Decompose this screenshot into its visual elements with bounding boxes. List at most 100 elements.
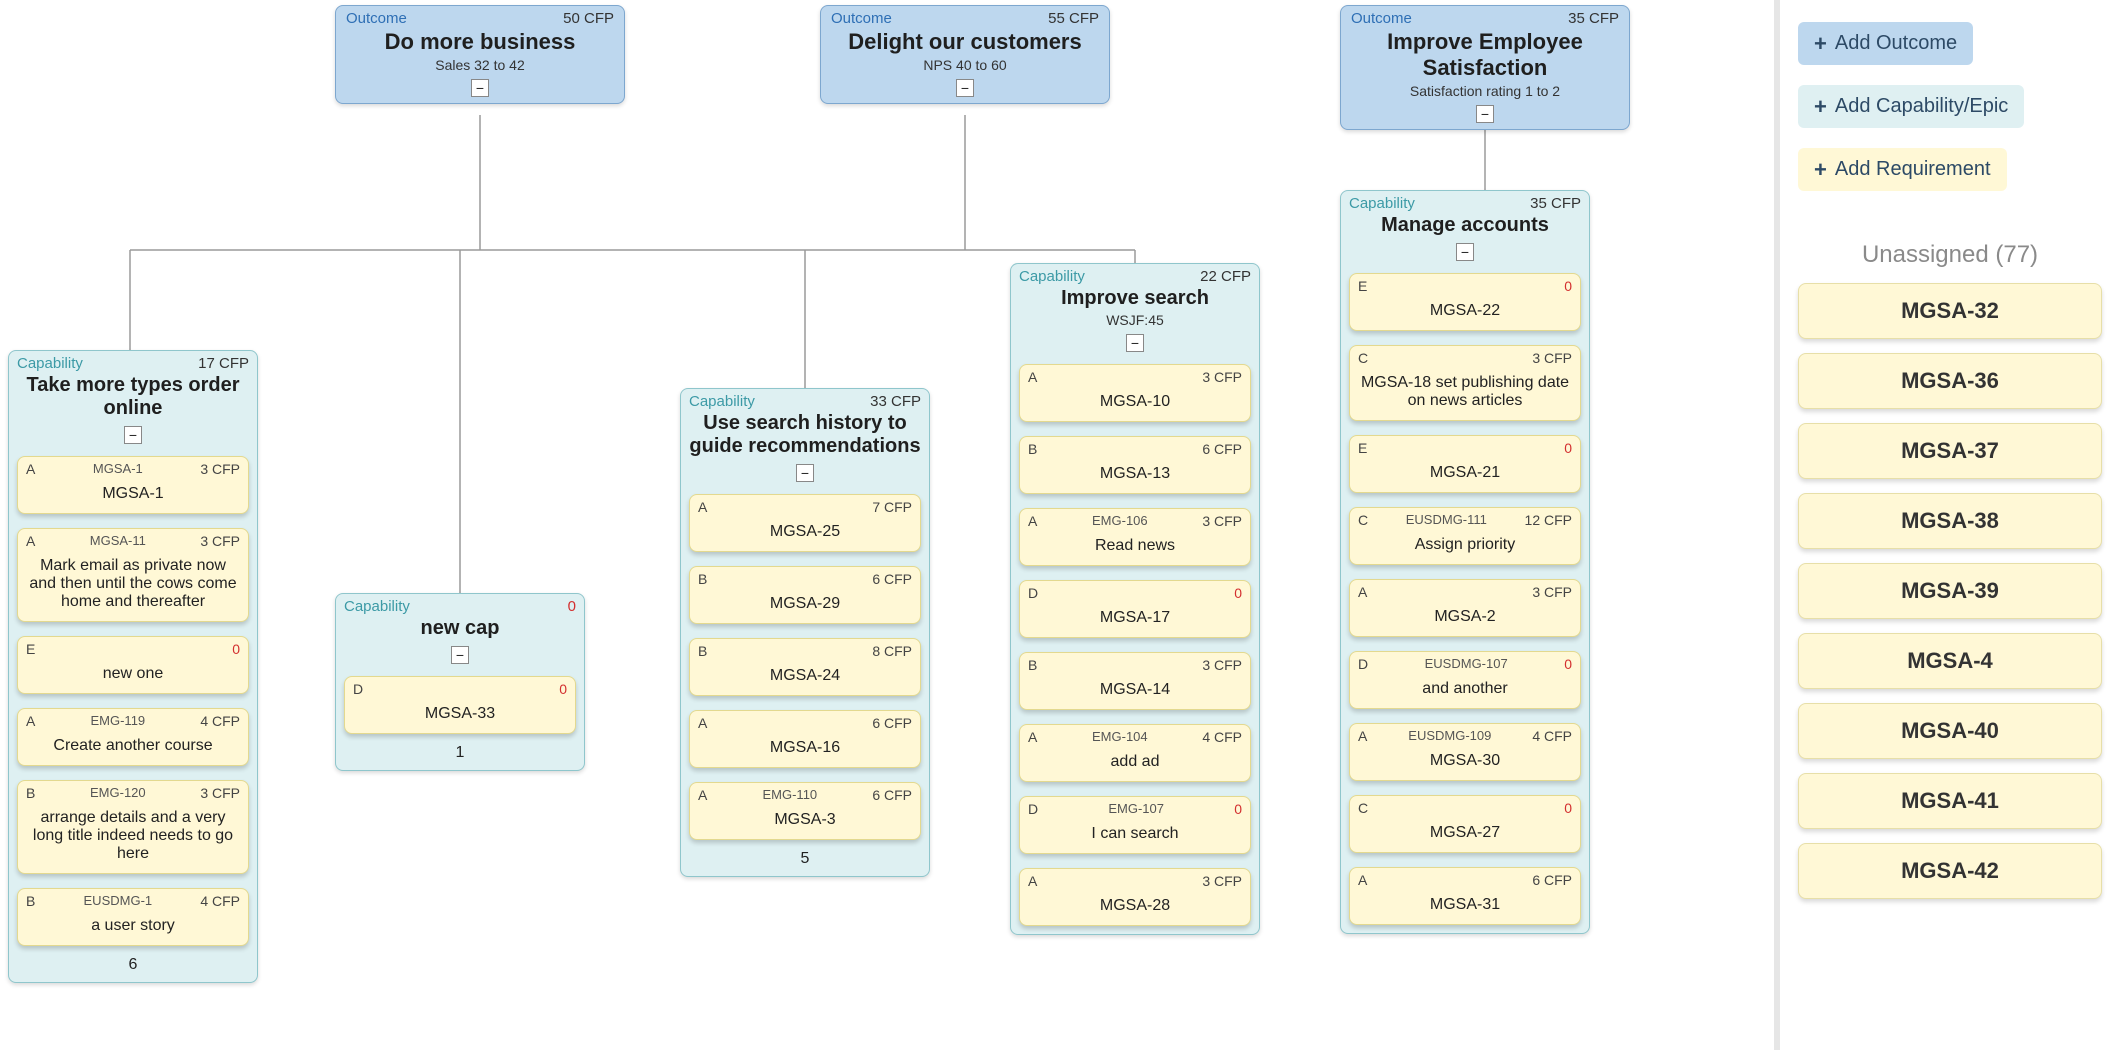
add-capability-epic-button[interactable]: + Add Capability/Epic (1798, 85, 2024, 128)
requirement-card[interactable]: A EMG-119 4 CFP Create another course (17, 708, 249, 766)
add-requirement-button[interactable]: + Add Requirement (1798, 148, 2007, 191)
req-cfp: 3 CFP (200, 533, 240, 549)
collapse-toggle[interactable]: − (956, 79, 974, 97)
unassigned-item[interactable]: MGSA-40 (1798, 703, 2102, 759)
capability-title: new cap (344, 617, 576, 640)
add-outcome-label: Add Outcome (1835, 32, 1957, 55)
req-letter: D (1028, 585, 1038, 601)
unassigned-item[interactable]: MGSA-32 (1798, 283, 2102, 339)
capability-node[interactable]: Capability 33 CFP Use search history to … (680, 388, 930, 877)
req-cfp: 0 (232, 641, 240, 657)
req-code: EMG-104 (1037, 729, 1202, 744)
collapse-toggle[interactable]: − (471, 79, 489, 97)
req-cfp: 3 CFP (1202, 369, 1242, 385)
outcome-title: Improve Employee Satisfaction (1351, 29, 1619, 81)
collapse-toggle[interactable]: − (1456, 243, 1474, 261)
req-body: Assign priority (1358, 536, 1572, 554)
plus-icon: + (1814, 96, 1827, 118)
requirement-card[interactable]: D 0 MGSA-33 (344, 676, 576, 734)
collapse-toggle[interactable]: − (796, 464, 814, 482)
requirement-card[interactable]: A EUSDMG-109 4 CFP MGSA-30 (1349, 723, 1581, 781)
req-code: MGSA-1 (35, 461, 200, 476)
req-body: MGSA-17 (1028, 609, 1242, 627)
outcome-node[interactable]: Outcome 35 CFP Improve Employee Satisfac… (1340, 5, 1630, 130)
capability-node[interactable]: Capability 35 CFP Manage accounts − E 0 … (1340, 190, 1590, 934)
req-cfp: 8 CFP (872, 643, 912, 659)
requirement-card[interactable]: A MGSA-1 3 CFP MGSA-1 (17, 456, 249, 514)
outcome-title: Do more business (346, 29, 614, 55)
capability-node[interactable]: Capability 22 CFP Improve search WSJF:45… (1010, 263, 1260, 935)
requirement-card[interactable]: A 6 CFP MGSA-31 (1349, 867, 1581, 925)
requirement-card[interactable]: B EMG-120 3 CFP arrange details and a ve… (17, 780, 249, 874)
outcome-node[interactable]: Outcome 50 CFP Do more business Sales 32… (335, 5, 625, 104)
requirement-card[interactable]: A EMG-104 4 CFP add ad (1019, 724, 1251, 782)
unassigned-item[interactable]: MGSA-41 (1798, 773, 2102, 829)
capability-node[interactable]: Capability 17 CFP Take more types order … (8, 350, 258, 983)
req-letter: A (1028, 369, 1037, 385)
requirement-card[interactable]: E 0 MGSA-21 (1349, 435, 1581, 493)
req-cfp: 6 CFP (1202, 441, 1242, 457)
requirement-card[interactable]: C EUSDMG-111 12 CFP Assign priority (1349, 507, 1581, 565)
requirement-list: A MGSA-1 3 CFP MGSA-1 A MGSA-11 3 CFP Ma… (17, 456, 249, 946)
req-code: EUSDMG-107 (1368, 656, 1564, 671)
requirement-card[interactable]: C 0 MGSA-27 (1349, 795, 1581, 853)
requirement-card[interactable]: A 7 CFP MGSA-25 (689, 494, 921, 552)
collapse-toggle[interactable]: − (451, 646, 469, 664)
req-body: MGSA-30 (1358, 752, 1572, 770)
diagram-canvas[interactable]: Outcome 50 CFP Do more business Sales 32… (0, 0, 1774, 1050)
req-letter: D (1028, 801, 1038, 817)
capability-footer-count: 6 (17, 956, 249, 974)
req-body: MGSA-25 (698, 523, 912, 541)
req-letter: A (698, 787, 707, 803)
requirement-card[interactable]: B EUSDMG-1 4 CFP a user story (17, 888, 249, 946)
requirement-card[interactable]: A EMG-106 3 CFP Read news (1019, 508, 1251, 566)
req-body: and another (1358, 680, 1572, 698)
requirement-card[interactable]: A 3 CFP MGSA-10 (1019, 364, 1251, 422)
req-code: EUSDMG-109 (1367, 728, 1532, 743)
capability-node[interactable]: Capability 0 new cap − D 0 MGSA-33 1 (335, 593, 585, 771)
requirement-card[interactable]: B 3 CFP MGSA-14 (1019, 652, 1251, 710)
collapse-toggle[interactable]: − (1126, 334, 1144, 352)
unassigned-item[interactable]: MGSA-37 (1798, 423, 2102, 479)
req-body: Create another course (26, 737, 240, 755)
unassigned-item[interactable]: MGSA-4 (1798, 633, 2102, 689)
requirement-card[interactable]: A 3 CFP MGSA-2 (1349, 579, 1581, 637)
requirement-card[interactable]: D EUSDMG-107 0 and another (1349, 651, 1581, 709)
add-outcome-button[interactable]: + Add Outcome (1798, 22, 1973, 65)
req-code: EMG-119 (35, 713, 200, 728)
plus-icon: + (1814, 33, 1827, 55)
req-body: Read news (1028, 537, 1242, 555)
req-cfp: 4 CFP (200, 893, 240, 909)
capability-tag: Capability (1349, 195, 1415, 212)
requirement-card[interactable]: E 0 new one (17, 636, 249, 694)
capability-subtitle: WSJF:45 (1019, 312, 1251, 328)
requirement-card[interactable]: A EMG-110 6 CFP MGSA-3 (689, 782, 921, 840)
capability-cfp: 35 CFP (1530, 195, 1581, 212)
requirement-card[interactable]: A 6 CFP MGSA-16 (689, 710, 921, 768)
requirement-card[interactable]: A MGSA-11 3 CFP Mark email as private no… (17, 528, 249, 622)
requirement-card[interactable]: C 3 CFP MGSA-18 set publishing date on n… (1349, 345, 1581, 421)
collapse-toggle[interactable]: − (124, 426, 142, 444)
add-capepic-label: Add Capability/Epic (1835, 95, 2008, 118)
req-letter: A (1028, 873, 1037, 889)
req-cfp: 12 CFP (1525, 512, 1572, 528)
requirement-card[interactable]: B 6 CFP MGSA-29 (689, 566, 921, 624)
requirement-card[interactable]: B 8 CFP MGSA-24 (689, 638, 921, 696)
unassigned-item[interactable]: MGSA-38 (1798, 493, 2102, 549)
collapse-toggle[interactable]: − (1476, 105, 1494, 123)
unassigned-item[interactable]: MGSA-42 (1798, 843, 2102, 899)
unassigned-item[interactable]: MGSA-39 (1798, 563, 2102, 619)
outcome-node[interactable]: Outcome 55 CFP Delight our customers NPS… (820, 5, 1110, 104)
req-body: MGSA-2 (1358, 608, 1572, 626)
req-cfp: 0 (1234, 585, 1242, 601)
unassigned-item[interactable]: MGSA-36 (1798, 353, 2102, 409)
req-cfp: 4 CFP (1532, 728, 1572, 744)
requirement-card[interactable]: D EMG-107 0 I can search (1019, 796, 1251, 854)
requirement-card[interactable]: E 0 MGSA-22 (1349, 273, 1581, 331)
requirement-card[interactable]: B 6 CFP MGSA-13 (1019, 436, 1251, 494)
sidebar-separator (1774, 0, 1780, 1050)
requirement-card[interactable]: D 0 MGSA-17 (1019, 580, 1251, 638)
req-cfp: 0 (1564, 440, 1572, 456)
req-cfp: 6 CFP (872, 571, 912, 587)
requirement-card[interactable]: A 3 CFP MGSA-28 (1019, 868, 1251, 926)
